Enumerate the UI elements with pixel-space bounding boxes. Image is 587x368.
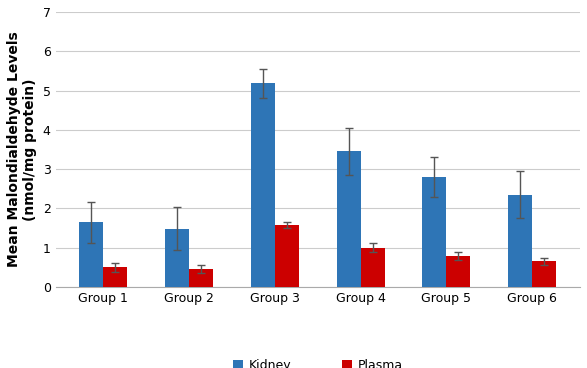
Bar <box>79 222 103 287</box>
Y-axis label: Mean Malondialdehyde Levels
(nmol/mg protein): Mean Malondialdehyde Levels (nmol/mg pro… <box>7 32 37 268</box>
Bar <box>360 248 384 287</box>
Bar <box>189 269 213 287</box>
Bar <box>165 229 189 287</box>
Bar <box>337 152 360 287</box>
Bar <box>508 195 532 287</box>
Bar <box>275 225 299 287</box>
Bar <box>532 262 556 287</box>
Bar <box>423 177 447 287</box>
Bar <box>447 256 470 287</box>
Legend: Kidney, Plasma: Kidney, Plasma <box>228 354 408 368</box>
Bar <box>103 268 127 287</box>
Bar <box>251 84 275 287</box>
